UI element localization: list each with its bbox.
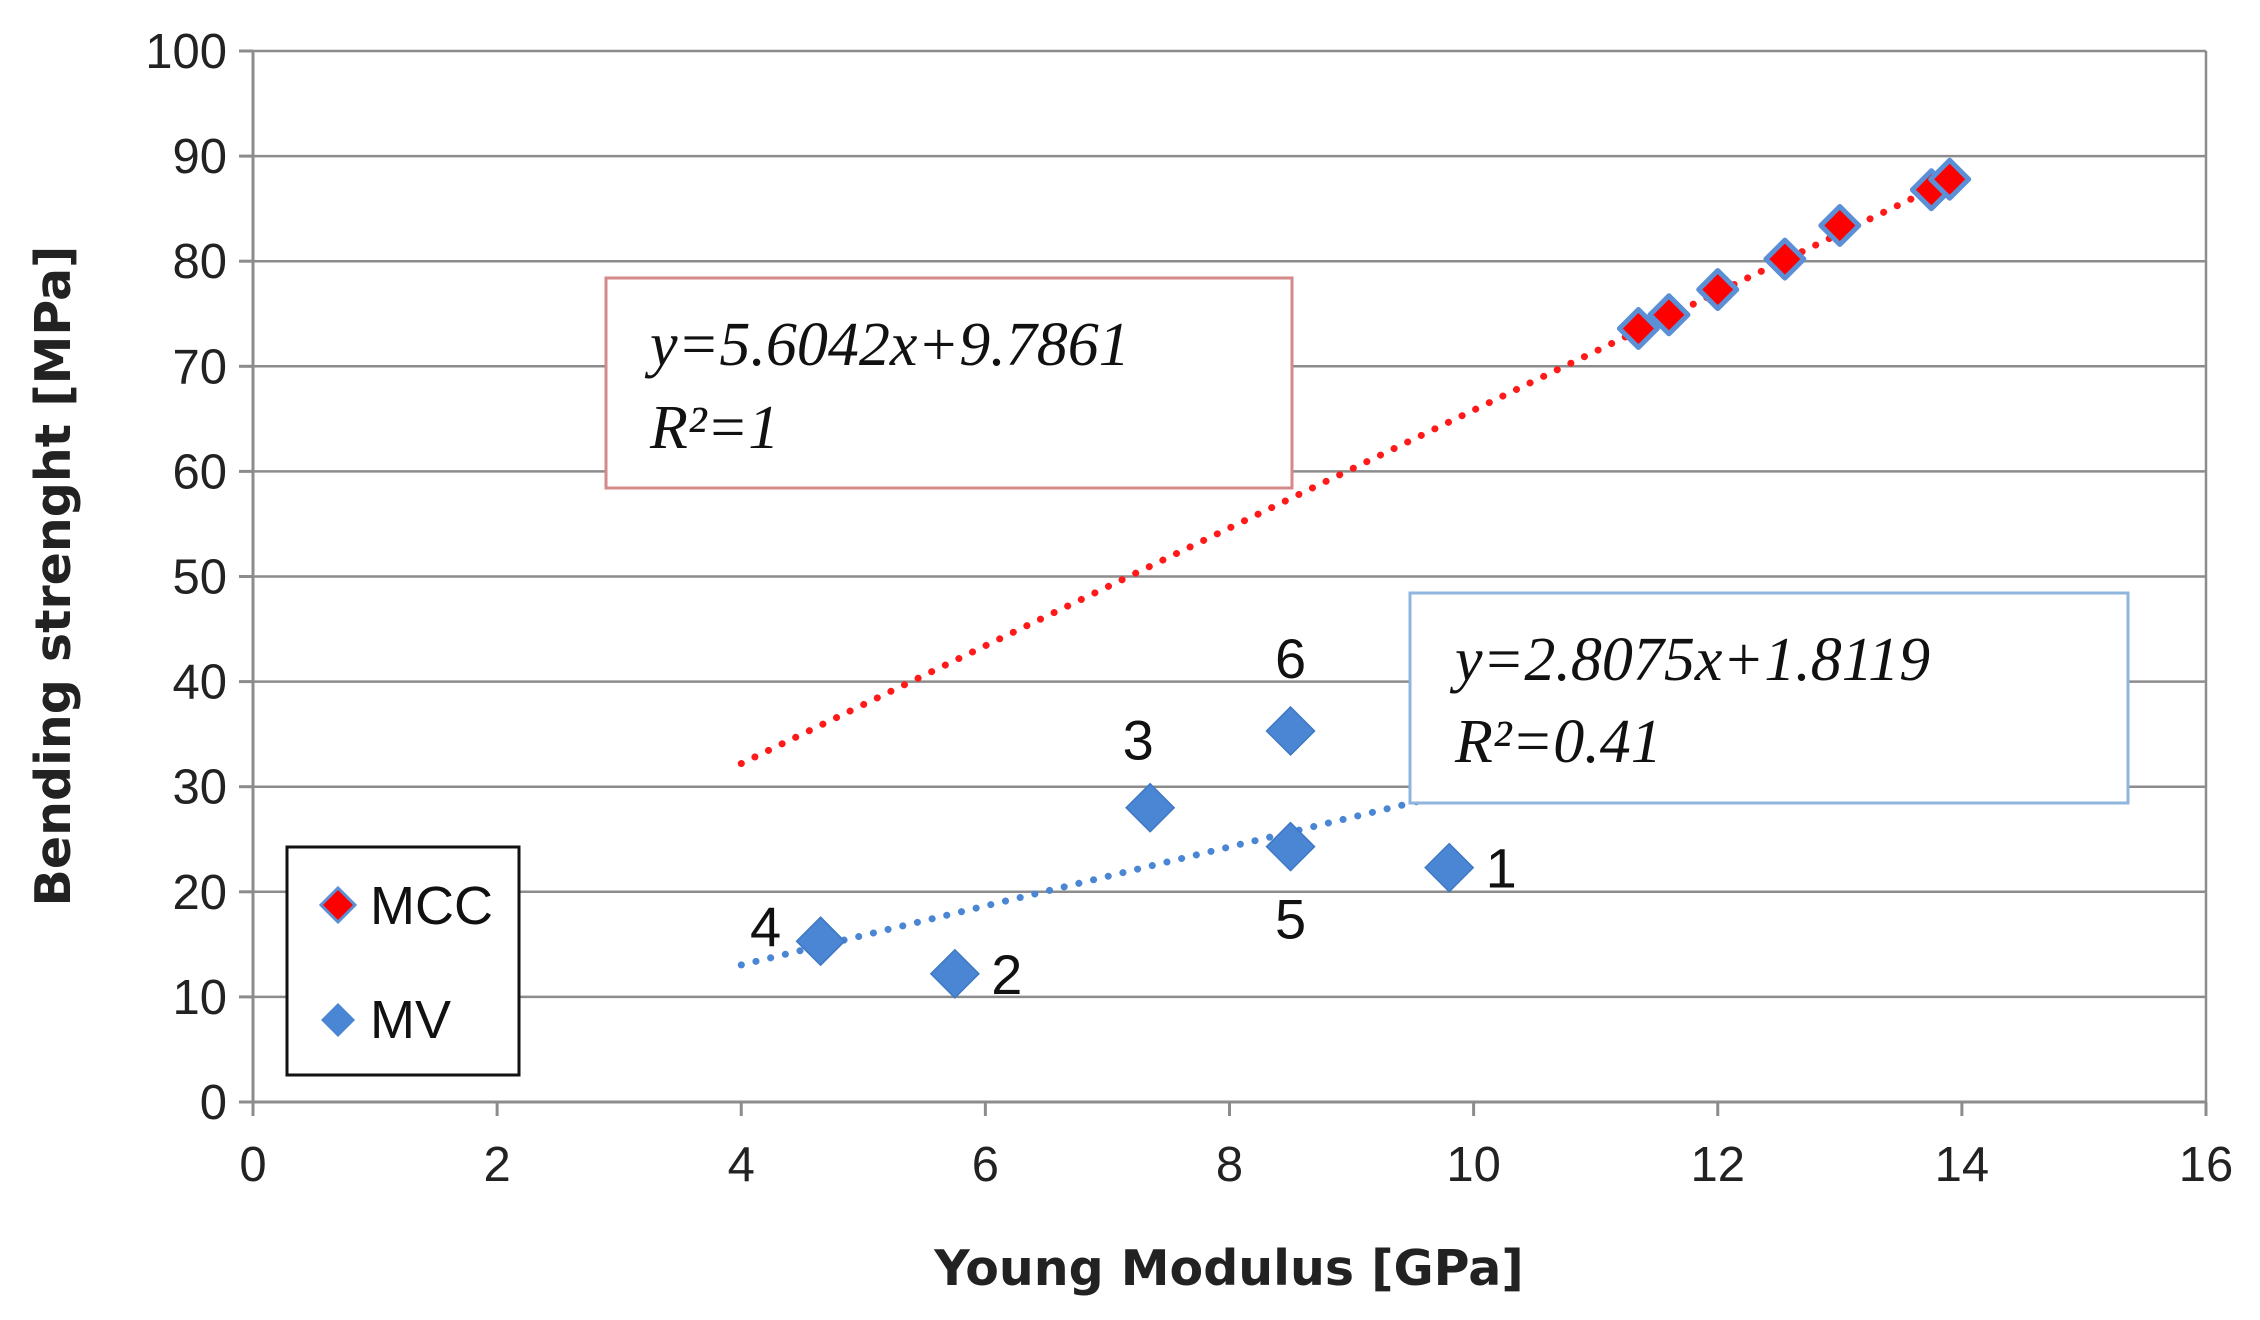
legend: MCC MV xyxy=(285,845,521,1077)
legend-mcc-label: MCC xyxy=(370,876,493,936)
mcc-point-7 xyxy=(1928,157,1972,201)
mv-r-squared-text: R²=0.41 xyxy=(1454,708,1662,776)
point-labels: 1 2 3 4 5 6 xyxy=(750,627,1517,1006)
data-points xyxy=(795,157,1972,999)
mv-point-label-1: 1 xyxy=(1486,837,1517,900)
mv-point-4 xyxy=(795,916,846,967)
mcc-equation-text: y=5.6042x+9.7861 xyxy=(644,311,1130,379)
grid-lines xyxy=(253,49,2208,1102)
y-tick-label-40: 40 xyxy=(172,656,227,710)
y-tick-label-100: 100 xyxy=(145,25,227,79)
y-tick-label-0: 0 xyxy=(200,1076,227,1130)
mv-point-3 xyxy=(1125,782,1176,833)
x-tick-label-2: 2 xyxy=(483,1138,510,1192)
y-tick-label-60: 60 xyxy=(172,445,227,499)
mv-point-label-5: 5 xyxy=(1275,888,1306,951)
y-tick-label-10: 10 xyxy=(172,971,227,1025)
axes xyxy=(239,49,2208,1116)
mv-point-5 xyxy=(1265,821,1316,872)
mv-point-6 xyxy=(1265,705,1316,757)
mv-point-label-6: 6 xyxy=(1275,627,1306,690)
mcc-point-1 xyxy=(1616,306,1660,350)
y-tick-label-20: 20 xyxy=(172,866,227,920)
mv-point-label-3: 3 xyxy=(1123,709,1154,772)
trendline-mv xyxy=(737,787,1465,969)
x-tick-label-4: 4 xyxy=(728,1138,755,1192)
mv-equation-text: y=2.8075x+1.8119 xyxy=(1449,626,1930,694)
x-tick-label-10: 10 xyxy=(1446,1138,1501,1192)
y-tick-label-50: 50 xyxy=(172,551,227,605)
y-tick-label-30: 30 xyxy=(172,761,227,815)
mv-equation-box-frame xyxy=(1408,591,2130,805)
mv-point-2 xyxy=(929,948,980,999)
mv-point-label-2: 2 xyxy=(991,943,1022,1006)
trendline-mcc xyxy=(737,176,1954,768)
y-tick-label-80: 80 xyxy=(172,235,227,289)
mcc-r-squared-text: R²=1 xyxy=(649,394,779,462)
legend-mv-label: MV xyxy=(370,990,451,1050)
mv-point-1 xyxy=(1424,842,1475,893)
x-tick-label-16: 16 xyxy=(2179,1138,2234,1192)
x-axis-title: Young Modulus [GPa] xyxy=(933,1240,1524,1297)
legend-mcc-marker xyxy=(318,885,358,925)
x-tick-label-8: 8 xyxy=(1216,1138,1243,1192)
mv-equation-box: y=2.8075x+1.8119 R²=0.41 xyxy=(1408,591,2130,805)
mcc-equation-box: y=5.6042x+9.7861 R²=1 xyxy=(604,276,1294,490)
legend-mv-marker xyxy=(321,1003,355,1037)
x-tick-label-12: 12 xyxy=(1690,1138,1745,1192)
mv-point-label-4: 4 xyxy=(750,895,781,958)
x-tick-label-14: 14 xyxy=(1935,1138,1990,1192)
mcc-point-3 xyxy=(1696,268,1740,312)
x-tick-label-0: 0 xyxy=(239,1138,266,1192)
mcc-point-5 xyxy=(1818,203,1862,247)
y-tick-label-70: 70 xyxy=(172,340,227,394)
trendlines xyxy=(737,176,1954,969)
legend-frame xyxy=(285,845,521,1077)
mcc-point-2 xyxy=(1647,293,1691,337)
mcc-equation-box-frame xyxy=(604,276,1294,490)
y-axis-title: Bending strenght [MPa] xyxy=(25,246,82,907)
y-tick-label-90: 90 xyxy=(172,130,227,184)
mcc-point-4 xyxy=(1763,237,1807,281)
x-tick-label-6: 6 xyxy=(972,1138,999,1192)
